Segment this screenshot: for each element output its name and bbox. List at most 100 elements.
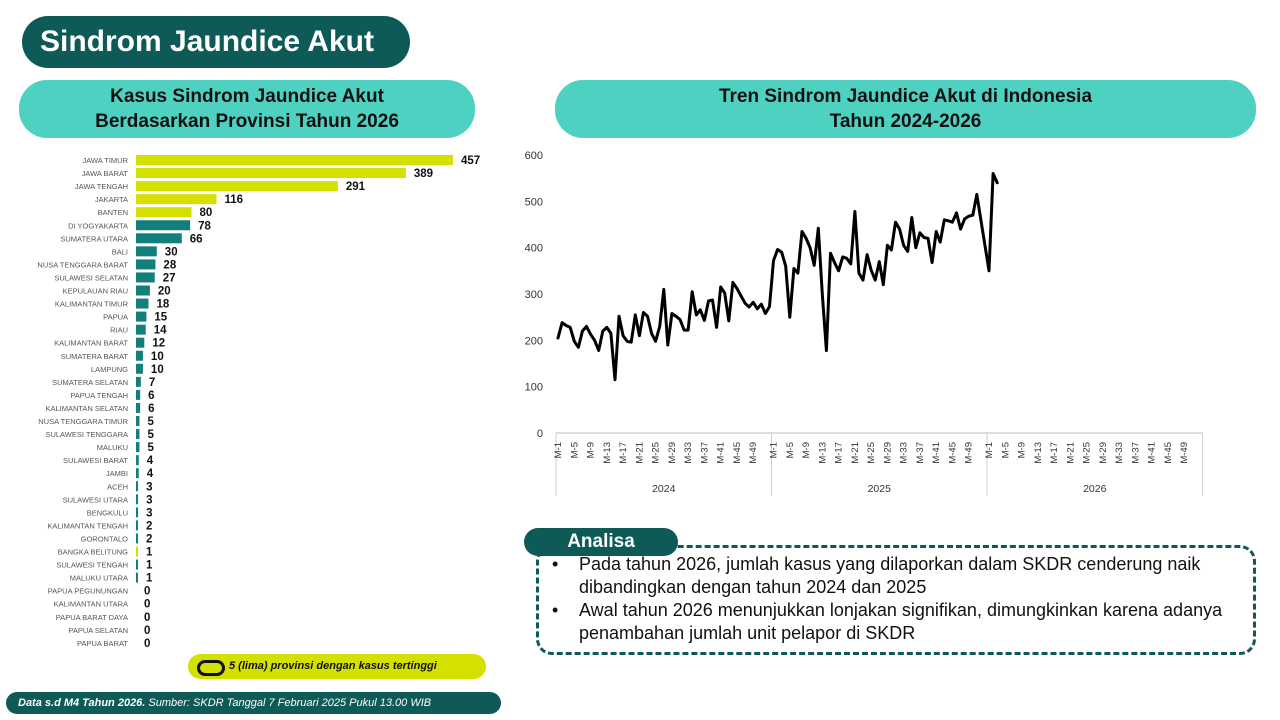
- bar-value-label: 1: [146, 560, 153, 572]
- bar-category-label: SULAWESI UTARA: [63, 495, 128, 504]
- trend-chart-title-line1: Tren Sindrom Jaundice Akut di Indonesia: [718, 86, 1093, 107]
- bar: [136, 259, 156, 270]
- y-tick-label: 300: [525, 289, 543, 301]
- bar-value-label: 3: [146, 481, 152, 493]
- x-tick-label: M-13: [602, 442, 613, 464]
- y-tick-label: 400: [525, 243, 543, 255]
- x-tick-label: M-49: [964, 442, 975, 464]
- bar: [136, 442, 140, 453]
- bar: [136, 324, 146, 335]
- trend-chart-header: Tren Sindrom Jaundice Akut di Indonesia …: [555, 80, 1256, 138]
- bar: [136, 207, 192, 218]
- x-tick-label: M-25: [1082, 442, 1093, 464]
- x-tick-label: M-5: [1000, 442, 1011, 458]
- x-tick-label: M-1: [553, 442, 564, 458]
- x-tick-label: M-33: [899, 442, 910, 464]
- bar-category-label: BANGKA BELITUNG: [58, 548, 129, 557]
- bar-value-label: 0: [144, 638, 150, 650]
- bar-value-label: 6: [148, 390, 154, 402]
- bar: [136, 155, 453, 165]
- bar-value-label: 5: [147, 416, 154, 428]
- bar: [136, 376, 141, 387]
- bar-category-label: MALUKU UTARA: [70, 574, 128, 583]
- x-tick-label: M-9: [801, 442, 812, 458]
- bar-category-label: BANTEN: [98, 208, 128, 217]
- x-tick-label: M-49: [1179, 442, 1190, 464]
- bar: [136, 533, 138, 544]
- bar: [136, 546, 138, 557]
- bar: [136, 233, 182, 244]
- province-chart-title-line1: Kasus Sindrom Jaundice Akut: [110, 86, 384, 107]
- ring-marker-icon: [197, 660, 225, 676]
- analysis-label: Analisa: [524, 528, 678, 556]
- bar-value-label: 291: [346, 181, 366, 193]
- bar: [136, 363, 143, 374]
- bar-category-label: SULAWESI BARAT: [63, 456, 128, 465]
- province-chart-header: Kasus Sindrom Jaundice Akut Berdasarkan …: [19, 80, 475, 138]
- bar: [136, 481, 139, 492]
- page-title: Sindrom Jaundice Akut: [22, 16, 410, 68]
- x-tick-label: M-17: [834, 442, 845, 464]
- x-tick-label: M-17: [618, 442, 629, 464]
- bar-category-label: PAPUA: [103, 313, 128, 322]
- x-tick-label: M-29: [1098, 442, 1109, 464]
- bar: [136, 350, 143, 361]
- bar-value-label: 80: [199, 207, 212, 219]
- bar: [136, 389, 141, 400]
- x-tick-label: M-29: [882, 442, 893, 464]
- bar: [136, 337, 145, 348]
- top-provinces-legend: 5 (lima) provinsi dengan kasus tertinggi: [188, 654, 486, 679]
- bar: [136, 559, 138, 570]
- x-tick-label: M-9: [586, 442, 597, 458]
- bar-value-label: 18: [156, 299, 169, 311]
- bar: [136, 168, 406, 179]
- bar-category-label: KEPULAUAN RIAU: [63, 287, 128, 296]
- bar: [136, 572, 138, 583]
- x-tick-label: M-41: [1147, 442, 1158, 464]
- bar-category-label: BALI: [112, 247, 128, 256]
- bar-value-label: 10: [151, 351, 164, 363]
- bar: [136, 220, 191, 231]
- bar: [136, 429, 140, 440]
- bar: [136, 402, 141, 413]
- x-tick-label: M-5: [569, 442, 580, 458]
- bar: [136, 468, 139, 479]
- bar-category-label: KALIMANTAN TIMUR: [55, 300, 129, 309]
- bar-category-label: JAKARTA: [95, 195, 128, 204]
- bar-value-label: 66: [190, 233, 203, 245]
- bar-category-label: SULAWESI SELATAN: [54, 273, 128, 282]
- bar-value-label: 78: [198, 220, 211, 232]
- bar-value-label: 1: [146, 573, 153, 585]
- bar: [136, 455, 139, 466]
- bar-category-label: RIAU: [110, 326, 128, 335]
- trend-series-line: [556, 172, 999, 382]
- bar-value-label: 10: [151, 364, 164, 376]
- bar-category-label: SUMATERA SELATAN: [52, 378, 128, 387]
- bar-category-label: JAWA TENGAH: [75, 182, 128, 191]
- y-tick-label: 200: [525, 335, 543, 347]
- bar-category-label: MALUKU: [97, 443, 128, 452]
- x-tick-label: M-33: [1114, 442, 1125, 464]
- x-tick-label: M-37: [915, 442, 926, 464]
- y-tick-label: 500: [525, 196, 543, 208]
- bar-category-label: PAPUA TENGAH: [70, 391, 128, 400]
- x-tick-label: M-45: [732, 442, 743, 464]
- bar-value-label: 0: [144, 586, 150, 598]
- bar-category-label: SULAWESI TENGAH: [56, 561, 128, 570]
- trend-chart-title-line2: Tahun 2024-2026: [829, 111, 982, 132]
- bar-value-label: 30: [165, 246, 178, 258]
- bar: [136, 181, 338, 192]
- bar: [136, 520, 138, 531]
- bar-value-label: 116: [224, 194, 243, 206]
- x-tick-label: M-21: [850, 442, 861, 464]
- bar-value-label: 27: [163, 272, 176, 284]
- x-tick-label: M-9: [1017, 442, 1028, 458]
- x-tick-label: M-1: [769, 442, 780, 458]
- analysis-list: Pada tahun 2026, jumlah kasus yang dilap…: [548, 553, 1248, 645]
- x-tick-label: M-41: [716, 442, 727, 464]
- bar-category-label: ACEH: [107, 482, 128, 491]
- bar-value-label: 12: [152, 338, 165, 350]
- bar: [136, 507, 139, 518]
- bar-value-label: 0: [144, 625, 150, 637]
- x-tick-label: M-21: [1065, 442, 1076, 464]
